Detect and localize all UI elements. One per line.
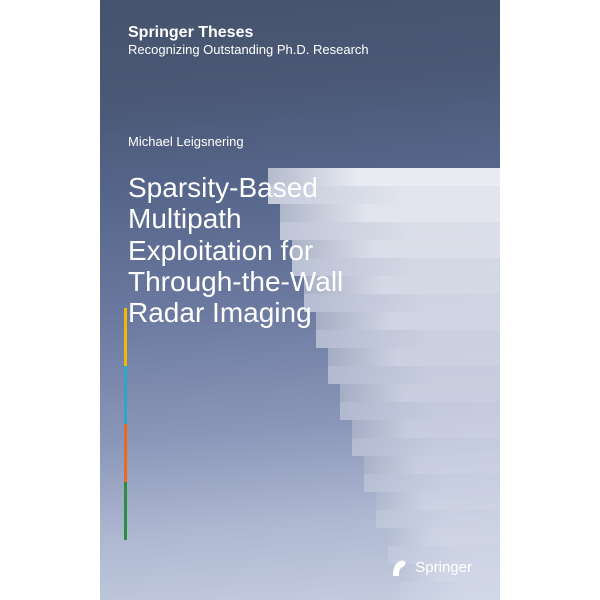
stair-tread xyxy=(364,456,500,474)
stair-riser xyxy=(376,510,500,528)
title-line: Sparsity-Based xyxy=(128,172,408,203)
stair-tread xyxy=(376,492,500,510)
book-title: Sparsity-Based Multipath Exploitation fo… xyxy=(128,172,408,329)
book-cover: Springer Theses Recognizing Outstanding … xyxy=(100,0,500,600)
title-line: Through-the-Wall xyxy=(128,266,408,297)
accent-stripe xyxy=(124,424,127,482)
stair-riser xyxy=(328,366,500,384)
accent-stripe xyxy=(124,366,127,424)
springer-horse-icon xyxy=(389,556,409,578)
stair-tread xyxy=(340,384,500,402)
stair-tread xyxy=(352,420,500,438)
title-line: Radar Imaging xyxy=(128,297,408,328)
stair-tread xyxy=(388,528,500,546)
series-subtitle: Recognizing Outstanding Ph.D. Research xyxy=(128,42,369,57)
stair-tread xyxy=(328,348,500,366)
stair-riser xyxy=(400,582,500,600)
author-name: Michael Leigsnering xyxy=(128,134,244,149)
accent-stripe xyxy=(124,482,127,540)
series-block: Springer Theses Recognizing Outstanding … xyxy=(128,24,369,57)
accent-stripe xyxy=(124,308,127,366)
stair-riser xyxy=(340,402,500,420)
stair-riser xyxy=(364,474,500,492)
series-name: Springer Theses xyxy=(128,24,369,42)
page-background: Springer Theses Recognizing Outstanding … xyxy=(0,0,600,600)
stair-riser xyxy=(352,438,500,456)
stair-riser xyxy=(316,330,500,348)
title-line: Multipath xyxy=(128,203,408,234)
publisher-name: Springer xyxy=(415,559,472,576)
title-line: Exploitation for xyxy=(128,235,408,266)
publisher-block: Springer xyxy=(389,556,472,578)
